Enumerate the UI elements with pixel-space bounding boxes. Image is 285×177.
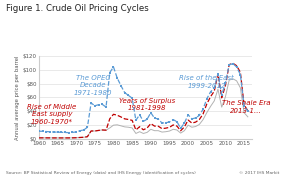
Text: Rise of the East
1999-2012: Rise of the East 1999-2012: [180, 75, 234, 89]
Text: Years of Surplus
1981-1998: Years of Surplus 1981-1998: [119, 98, 175, 111]
Text: © 2017 IHS Markit: © 2017 IHS Markit: [239, 171, 279, 175]
Text: Rise of Middle
East supply
1960-1970*: Rise of Middle East supply 1960-1970*: [27, 104, 77, 125]
Text: The five crude oil price cycles since 1960: The five crude oil price cycles since 19…: [3, 25, 165, 34]
Text: Source: BP Statistical Review of Energy (data) and IHS Energy (identification of: Source: BP Statistical Review of Energy …: [6, 171, 196, 175]
Text: Figure 1. Crude Oil Pricing Cycles: Figure 1. Crude Oil Pricing Cycles: [6, 4, 148, 13]
Text: The Shale Era
2013-1...: The Shale Era 2013-1...: [222, 100, 270, 114]
Text: The OPEC
Decade
1971-1980: The OPEC Decade 1971-1980: [74, 75, 112, 96]
Y-axis label: Annual average price per barrel: Annual average price per barrel: [15, 55, 20, 140]
